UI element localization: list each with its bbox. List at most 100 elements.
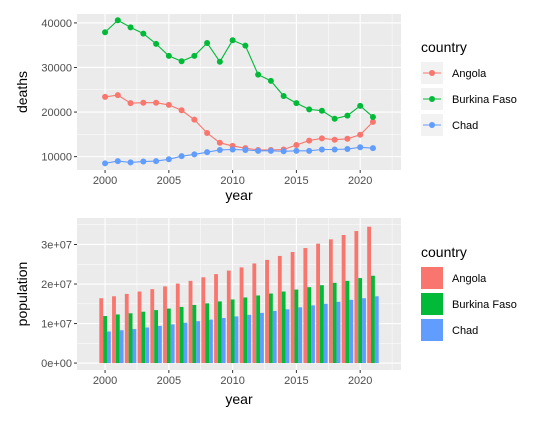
deaths-point-chad	[191, 151, 198, 158]
population-bar-angola	[239, 267, 244, 364]
deaths-point-chad	[369, 145, 376, 152]
population-legend-label-burkina-faso: Burkina Faso	[452, 299, 517, 311]
deaths-y-tick-label: 20000	[41, 107, 72, 119]
deaths-point-burkina-faso	[255, 71, 262, 78]
deaths-point-burkina-faso	[153, 40, 160, 47]
population-x-axis-title: year	[225, 391, 253, 407]
population-bar-burkina-faso	[332, 282, 337, 364]
deaths-point-chad	[102, 160, 109, 167]
population-bar-chad	[247, 314, 252, 364]
deaths-point-chad	[280, 148, 287, 155]
deaths-point-chad	[331, 146, 338, 153]
population-bar-chad	[374, 296, 379, 364]
population-bar-angola	[188, 280, 193, 364]
deaths-legend-label-chad: Chad	[452, 120, 478, 132]
population-x-tick-label: 2015	[284, 375, 308, 387]
population-bar-angola	[124, 293, 129, 364]
deaths-point-burkina-faso	[369, 113, 376, 120]
deaths-legend-label-angola: Angola	[452, 68, 487, 80]
population-x-axis: 2000 2005 2010 2015 2020	[93, 370, 372, 387]
deaths-x-axis-title: year	[225, 187, 253, 203]
population-bar-angola	[175, 283, 180, 364]
deaths-x-tick-label: 2005	[157, 175, 181, 187]
deaths-x-tick-label: 2000	[93, 175, 117, 187]
population-y-tick-label: 0e+00	[41, 358, 72, 370]
population-legend-label-angola: Angola	[452, 273, 487, 285]
deaths-point-angola	[318, 135, 325, 142]
population-y-tick-label: 2e+07	[41, 279, 72, 291]
population-bar-burkina-faso	[230, 299, 235, 364]
deaths-point-burkina-faso	[306, 106, 313, 113]
deaths-point-burkina-faso	[102, 29, 109, 36]
deaths-point-chad	[114, 158, 121, 165]
deaths-point-burkina-faso	[280, 93, 287, 100]
deaths-point-chad	[216, 146, 223, 153]
deaths-point-burkina-faso	[178, 58, 185, 65]
deaths-point-burkina-faso	[331, 115, 338, 122]
deaths-point-burkina-faso	[267, 77, 274, 84]
population-bar-burkina-faso	[154, 310, 158, 364]
deaths-y-tick-label: 40000	[41, 18, 72, 30]
deaths-point-burkina-faso	[216, 58, 223, 65]
population-bar-angola	[137, 291, 142, 364]
population-bar-burkina-faso	[371, 275, 375, 364]
deaths-point-burkina-faso	[204, 39, 211, 46]
population-bar-burkina-faso	[103, 316, 107, 364]
population-bar-angola	[316, 243, 320, 364]
deaths-point-burkina-faso	[242, 42, 249, 49]
deaths-point-angola	[357, 131, 364, 138]
deaths-point-burkina-faso	[114, 17, 121, 24]
population-bar-chad	[145, 327, 150, 364]
deaths-line-chad	[104, 146, 373, 164]
population-bar-angola	[265, 259, 269, 364]
population-bar-angola	[252, 263, 257, 364]
deaths-point-chad	[127, 159, 134, 166]
population-legend-label-chad: Chad	[452, 325, 478, 337]
deaths-legend-point-angola	[429, 70, 435, 76]
deaths-point-chad	[178, 153, 185, 160]
deaths-legend-label-burkina-faso: Burkina Faso	[452, 94, 517, 106]
deaths-point-burkina-faso	[140, 30, 147, 37]
population-bar-chad	[349, 299, 354, 364]
deaths-point-angola	[114, 92, 121, 99]
deaths-point-chad	[357, 144, 364, 151]
population-bar-chad	[272, 310, 277, 364]
population-bar-angola	[150, 289, 155, 364]
population-bar-chad	[234, 316, 239, 364]
population-y-axis: 0e+00 1e+07 2e+07 3e+07	[41, 239, 77, 370]
population-legend-swatch-angola	[421, 267, 443, 289]
deaths-point-angola	[127, 100, 134, 107]
population-bar-angola	[303, 248, 308, 364]
population-legend-swatch-chad	[421, 319, 443, 341]
deaths-point-chad	[306, 147, 313, 154]
deaths-point-angola	[344, 135, 351, 142]
deaths-y-tick-label: 30000	[41, 62, 72, 74]
population-x-tick-label: 2005	[157, 375, 181, 387]
deaths-point-burkina-faso	[127, 24, 134, 31]
deaths-y-tick-label: 10000	[41, 152, 72, 164]
deaths-line-chart: 2000 2005 2010 2015 2020 10000 20000 30000 4000…	[14, 14, 517, 203]
deaths-line-angola	[104, 94, 374, 151]
deaths-series-group	[102, 17, 376, 167]
population-bar-chad	[132, 329, 137, 364]
deaths-point-angola	[306, 137, 313, 144]
deaths-point-burkina-faso	[165, 52, 172, 59]
population-bar-burkina-faso	[217, 301, 222, 364]
population-bar-angola	[328, 239, 333, 364]
population-bar-burkina-faso	[166, 308, 171, 364]
deaths-legend: country Angola Burkina Faso Chad	[421, 39, 517, 136]
deaths-point-angola	[153, 99, 160, 106]
population-bar-angola	[214, 274, 218, 364]
population-bar-burkina-faso	[358, 278, 363, 364]
deaths-point-angola	[140, 99, 147, 106]
population-legend: country Angola Burkina Faso Chad	[421, 244, 517, 341]
population-bar-angola	[201, 277, 206, 364]
population-bar-chad	[362, 298, 366, 364]
deaths-x-axis: 2000 2005 2010 2015 2020	[93, 170, 372, 187]
deaths-point-angola	[178, 107, 185, 114]
population-x-tick-label: 2000	[93, 375, 117, 387]
population-bar-burkina-faso	[268, 293, 273, 364]
population-bar-burkina-faso	[256, 295, 261, 364]
population-bar-burkina-faso	[192, 304, 197, 364]
deaths-point-angola	[369, 118, 376, 125]
